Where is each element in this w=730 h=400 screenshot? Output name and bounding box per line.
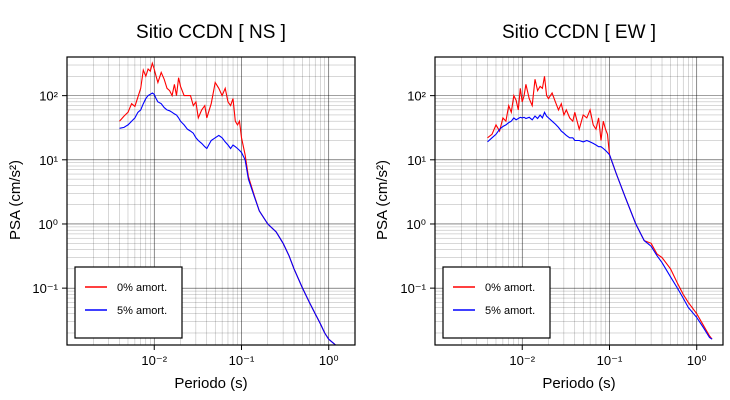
plot-frame (66, 56, 356, 346)
x-axis-label: Periodo (s) (174, 375, 247, 392)
legend-box (442, 266, 551, 339)
y-tick-label: 10² (407, 89, 426, 104)
y-tick-label: 10⁰ (38, 217, 58, 232)
y-tick-label: 10¹ (407, 153, 426, 168)
legend-label-1: 5% amort. (485, 305, 535, 317)
y-tick-label: 10⁰ (406, 217, 426, 232)
legend-label-1: 5% amort. (117, 305, 167, 317)
y-tick-label: 10⁻¹ (400, 281, 426, 296)
x-tick-label: 10⁰ (687, 353, 707, 368)
y-tick-label: 10² (39, 89, 58, 104)
y-tick-label: 10⁻¹ (32, 281, 58, 296)
x-tick-label: 10⁻¹ (229, 353, 255, 368)
x-axis-label: Periodo (s) (542, 375, 615, 392)
y-axis-label: PSA (cm/s²) (7, 160, 24, 240)
series-line-1 (119, 92, 336, 345)
x-tick-label: 10⁻² (141, 353, 167, 368)
chart-panel-0: Sitio CCDN [ NS ] 10⁻² 10⁻¹ 10⁰ 10⁻¹ 10⁰ 10¹ 10… (7, 22, 356, 392)
legend-label-0: 0% amort. (117, 282, 167, 294)
chart-title: Sitio CCDN [ NS ] (136, 22, 286, 43)
plot-frame (434, 56, 724, 346)
y-axis-label: PSA (cm/s²) (374, 160, 391, 240)
legend: 0% amort. 5% amort. (74, 266, 183, 339)
x-tick-label: 10⁻² (509, 353, 535, 368)
x-tick-label: 10⁰ (319, 353, 339, 368)
y-tick-label: 10¹ (39, 153, 58, 168)
grid (435, 57, 723, 345)
x-tick-label: 10⁻¹ (597, 353, 623, 368)
series-line-0 (487, 76, 713, 340)
chart-title: Sitio CCDN [ EW ] (502, 22, 656, 43)
chart-panel-1: Sitio CCDN [ EW ] 10⁻² 10⁻¹ 10⁰ 10⁻¹ 10⁰ 10¹ 10… (374, 22, 724, 392)
series-line-1 (487, 110, 713, 340)
legend: 0% amort. 5% amort. (442, 266, 551, 339)
legend-label-0: 0% amort. (485, 282, 535, 294)
legend-box (74, 266, 183, 339)
